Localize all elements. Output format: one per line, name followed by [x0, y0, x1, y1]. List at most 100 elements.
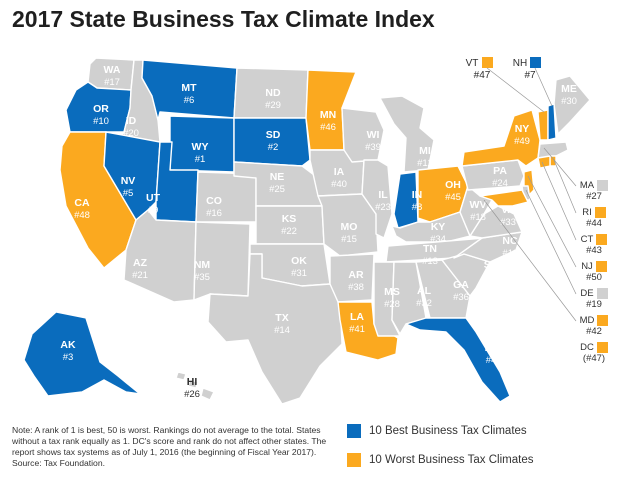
state-fl: [405, 317, 511, 403]
side-item-swatch: [596, 342, 608, 353]
state-label-me: ME: [561, 83, 577, 95]
state-label-mn: MN: [320, 109, 336, 121]
legend-best-swatch: [347, 424, 361, 438]
state-co: [195, 171, 257, 223]
state-rank-ga: #36: [453, 292, 469, 303]
state-label-wv: WV: [470, 199, 487, 211]
side-item-abbr: RI: [582, 207, 592, 219]
state-vt: [537, 109, 549, 141]
side-leader-nj: [527, 175, 577, 268]
state-la: [337, 301, 399, 361]
state-rank-sc: #37: [483, 272, 499, 283]
state-rank-in: #8: [412, 202, 423, 213]
state-label-tx: TX: [275, 312, 288, 324]
legend-worst: 10 Worst Business Tax Climates: [347, 453, 533, 467]
state-mi: [379, 95, 435, 173]
state-il: [361, 159, 393, 239]
state-rank-or: #10: [93, 116, 109, 127]
map-title: 2017 State Business Tax Climate Index: [12, 6, 435, 32]
state-label-nc: NC: [502, 235, 518, 247]
side-item-swatch: [597, 180, 609, 191]
state-label-oh: OH: [445, 179, 461, 191]
state-rank-me: #30: [561, 96, 577, 107]
side-item-ma: MA #27: [574, 180, 614, 202]
state-rank-ia: #40: [331, 179, 347, 190]
side-leader-md: [483, 199, 577, 322]
state-rank-ca: #48: [74, 210, 90, 221]
side-item-abbr: MA: [579, 180, 595, 192]
state-tx: [207, 253, 343, 405]
state-rank-tn: #13: [422, 256, 438, 267]
state-label-wa: WA: [104, 64, 121, 76]
state-rank-ky: #34: [430, 234, 446, 245]
state-label-ms: MS: [384, 286, 400, 298]
state-label-la: LA: [350, 311, 364, 323]
state-rank-nd: #29: [265, 100, 281, 111]
state-ks: [255, 205, 325, 245]
state-label-ia: IA: [334, 166, 345, 178]
side-item-rank: #50: [586, 272, 602, 284]
state-rank-wa: #17: [104, 77, 120, 88]
source-text: Source: Tax Foundation.: [12, 458, 105, 468]
state-me: [553, 75, 591, 135]
legend-best: 10 Best Business Tax Climates: [347, 424, 527, 438]
side-item-swatch: [594, 207, 606, 218]
side-item-abbr: DC: [580, 342, 594, 354]
side-item-rank: #27: [586, 191, 602, 203]
side-item-rank: #44: [586, 218, 602, 230]
state-hi: [175, 371, 215, 401]
side-leader-ma: [543, 147, 577, 187]
state-rank-nm: #35: [194, 272, 210, 283]
state-label-nm: NM: [194, 259, 211, 271]
state-ma: [537, 141, 569, 159]
side-item-swatch: [595, 261, 607, 272]
state-label-or: OR: [93, 103, 109, 115]
state-rank-pa: #24: [492, 178, 508, 189]
state-label-wi: WI: [367, 129, 380, 141]
legend-worst-swatch: [347, 453, 361, 467]
state-label-nd: ND: [265, 87, 281, 99]
state-rank-la: #41: [349, 324, 365, 335]
state-md: [479, 189, 529, 207]
callout-label-nh: NH: [513, 58, 527, 69]
state-label-mi: MI: [419, 145, 431, 157]
state-rank-fl: #4: [486, 355, 497, 366]
state-rank-ms: #28: [384, 299, 400, 310]
state-label-ar: AR: [348, 269, 364, 281]
side-item-swatch: [597, 315, 609, 326]
state-rank-mn: #46: [320, 122, 336, 133]
state-rank-ut: #9: [148, 205, 159, 216]
side-leader-de: [525, 189, 577, 295]
state-label-ne: NE: [270, 171, 285, 183]
state-rank-nc: #11: [502, 248, 517, 259]
side-item-ri: RI #44: [574, 207, 614, 229]
state-rank-wv: #18: [470, 212, 486, 223]
state-ar: [329, 253, 375, 303]
state-nh: [547, 103, 557, 141]
state-rank-ny: #49: [514, 136, 530, 147]
state-rank-ak: #3: [63, 352, 74, 363]
state-label-fl: FL: [485, 342, 498, 354]
state-label-ga: GA: [453, 279, 469, 291]
side-item-md: MD #42: [574, 315, 614, 337]
state-rank-mo: #15: [341, 234, 357, 245]
state-rank-sd: #2: [268, 142, 279, 153]
state-rank-oh: #45: [445, 192, 461, 203]
side-item-ct: CT #43: [574, 234, 614, 256]
state-az: [123, 209, 197, 303]
state-rank-va: #33: [500, 217, 516, 228]
callout-leader-vt: [486, 67, 545, 113]
state-label-wy: WY: [192, 141, 209, 153]
callout-swatch-vt: [482, 57, 493, 68]
state-rank-al: #32: [416, 298, 432, 309]
state-label-co: CO: [206, 195, 222, 207]
state-rank-mt: #6: [184, 95, 195, 106]
legend-best-label: 10 Best Business Tax Climates: [369, 425, 527, 437]
state-label-mt: MT: [181, 82, 197, 94]
state-label-ca: CA: [74, 197, 90, 209]
state-label-ks: KS: [282, 213, 297, 225]
legend-worst-label: 10 Worst Business Tax Climates: [369, 454, 534, 466]
state-rank-co: #16: [206, 208, 222, 219]
callout-leader-nh: [534, 67, 553, 107]
state-ak: [23, 311, 141, 397]
